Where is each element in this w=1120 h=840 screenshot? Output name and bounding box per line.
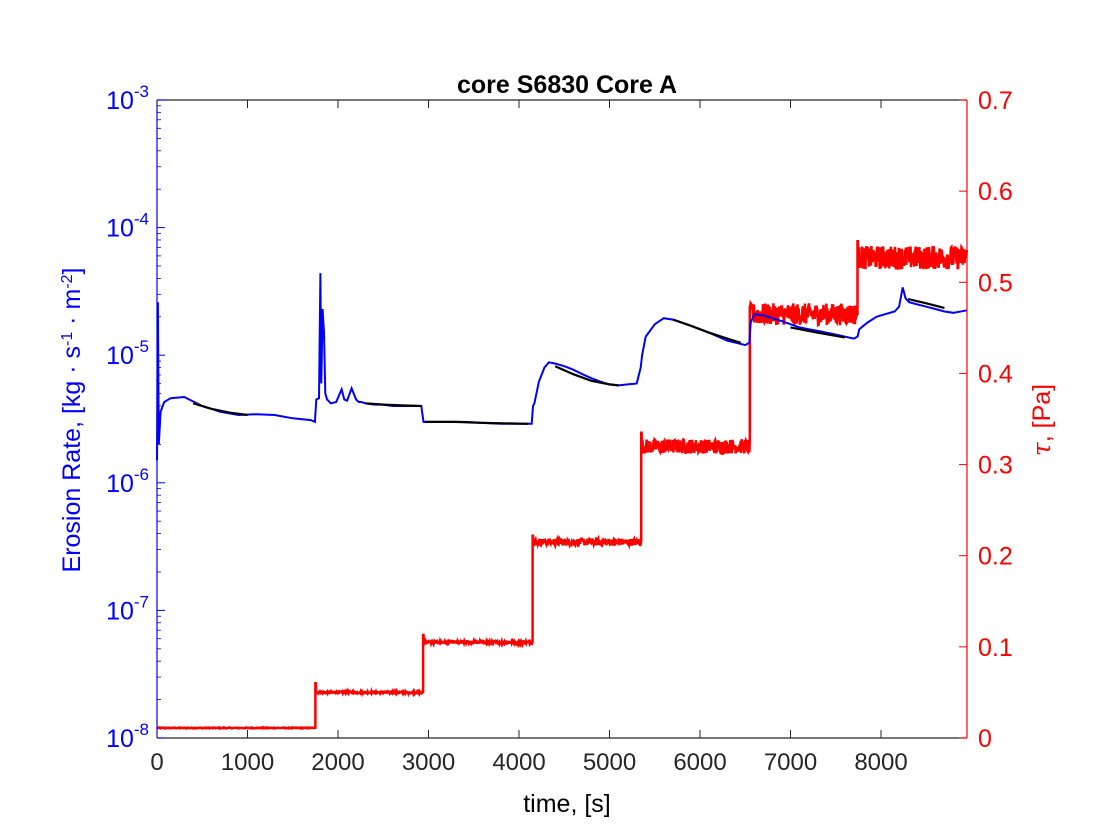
series-fit-segment-7 <box>907 298 945 309</box>
x-tick-label: 7000 <box>764 749 817 776</box>
chart-title: core S6830 Core A <box>457 71 677 99</box>
right-axis-label: τ, [Pa] <box>1027 384 1056 456</box>
series-fit-segment-6 <box>790 326 845 339</box>
x-tick-label: 6000 <box>673 749 726 776</box>
right-tick-label: 0.1 <box>978 634 1013 662</box>
x-tick-label: 8000 <box>854 749 907 776</box>
x-axis-label: time, [s] <box>523 790 611 818</box>
series-fit-segment-5 <box>672 318 742 344</box>
right-tick-label: 0.2 <box>978 543 1013 571</box>
series-fit-segment-2 <box>365 402 422 408</box>
series-fit-segment-4 <box>554 365 619 387</box>
right-tick-label: 0.4 <box>978 360 1013 388</box>
right-tick-label: 0.5 <box>978 269 1013 297</box>
left-tick-label: 10-4 <box>106 210 149 243</box>
x-tick-label: 5000 <box>583 749 636 776</box>
series-fit-segment-1 <box>192 402 248 417</box>
series-shear-stress-line <box>157 240 969 731</box>
x-tick-label: 2000 <box>311 749 364 776</box>
x-tick-label: 0 <box>150 749 163 776</box>
right-tick-label: 0.6 <box>978 178 1013 206</box>
x-tick-label: 1000 <box>221 749 274 776</box>
right-tick-label: 0 <box>978 725 992 753</box>
x-tick-label: 3000 <box>402 749 455 776</box>
left-axis-label: Erosion Rate, [kg · s-1 · m-2] <box>58 268 86 573</box>
left-tick-label: 10-7 <box>106 592 149 625</box>
left-tick-label: 10-8 <box>106 720 149 753</box>
right-tick-label: 0.7 <box>978 87 1013 115</box>
left-tick-label: 10-5 <box>106 337 149 370</box>
x-tick-label: 4000 <box>492 749 545 776</box>
left-tick-label: 10-3 <box>106 82 149 115</box>
right-tick-label: 0.3 <box>978 452 1013 480</box>
series-fit-segment-3 <box>424 420 529 425</box>
left-tick-label: 10-6 <box>106 465 149 498</box>
